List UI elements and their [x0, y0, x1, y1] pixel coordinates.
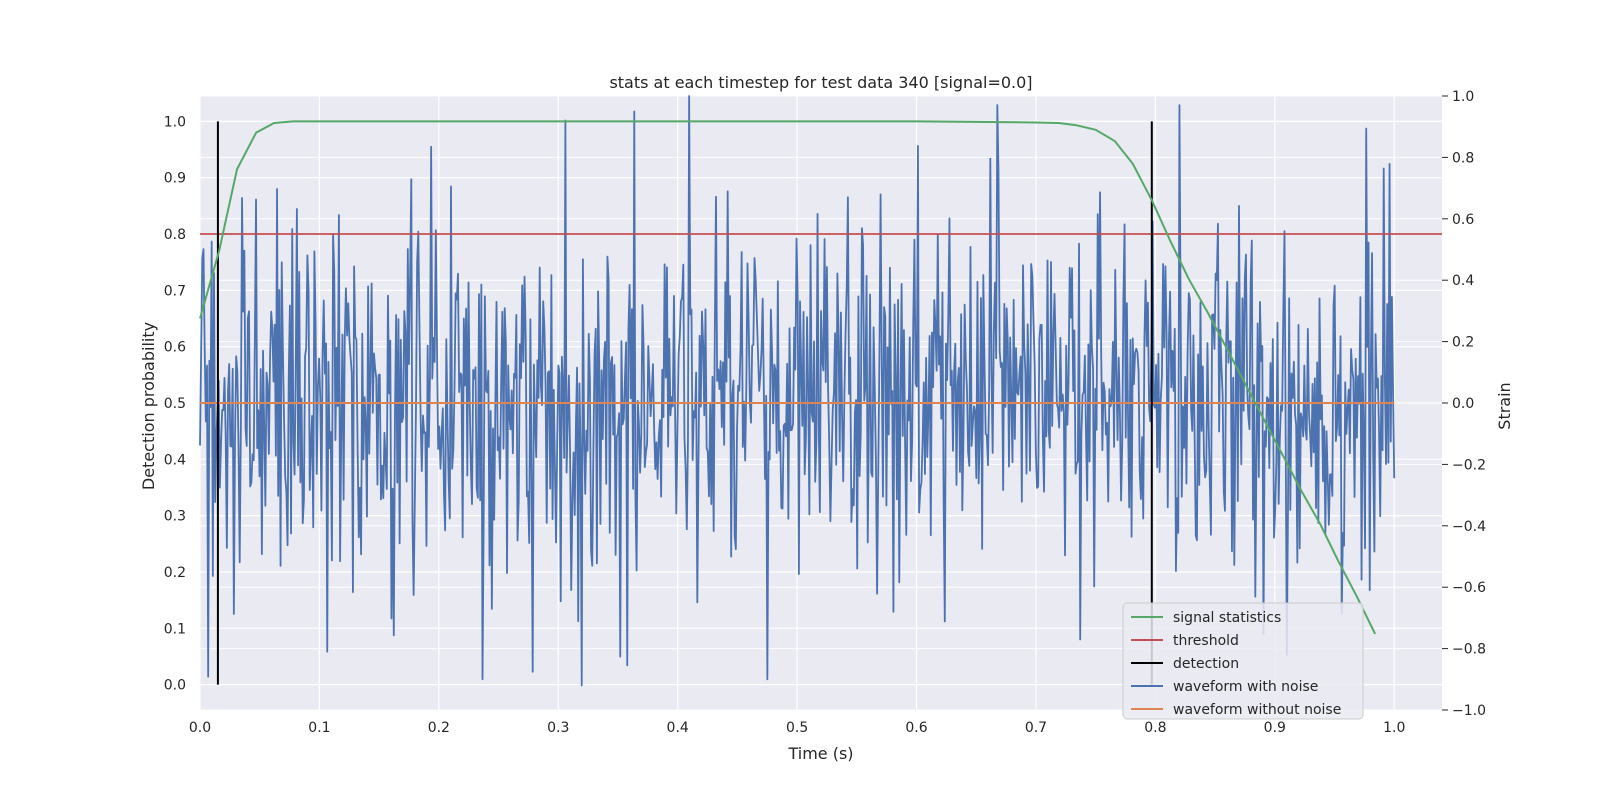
legend: signal statistics threshold detection wa…	[1122, 602, 1364, 720]
y-right-tick-label: 1.0	[1452, 89, 1474, 105]
y-right-tick-label: −0.4	[1452, 519, 1486, 535]
legend-label-detection: detection	[1173, 656, 1239, 672]
x-tick-label: 0.5	[786, 720, 808, 736]
y-left-tick-label: 0.7	[164, 283, 186, 299]
legend-label-threshold: threshold	[1173, 633, 1239, 649]
y-right-axis-title: Strain	[1495, 382, 1514, 429]
legend-label-waveform-without-noise: waveform without noise	[1173, 702, 1341, 718]
signal-statistics-line	[199, 120, 1377, 635]
legend-label-waveform-with-noise: waveform with noise	[1173, 679, 1318, 695]
y-left-axis-ticks: 0.0 0.1 0.2 0.3 0.4 0.5 0.6 0.7 0.8 0.9 1.0	[164, 114, 186, 693]
y-left-tick-label: 0.6	[164, 340, 186, 356]
x-tick-label: 0.4	[667, 720, 689, 736]
legend-box	[1122, 602, 1364, 720]
x-tick-label: 0.6	[905, 720, 927, 736]
x-tick-label: 0.1	[308, 720, 330, 736]
x-tick-label: 1.0	[1383, 720, 1405, 736]
y-right-tick-label: −0.2	[1452, 457, 1486, 473]
x-axis-title: Time (s)	[787, 744, 853, 763]
legend-label-signal-statistics: signal statistics	[1173, 610, 1281, 626]
waveform-with-noise-line	[199, 95, 1396, 687]
x-tick-label: 0.2	[428, 720, 450, 736]
y-right-tick-label: 0.4	[1452, 273, 1474, 289]
y-left-tick-label: 0.2	[164, 565, 186, 581]
y-right-tick-label: −0.8	[1452, 642, 1486, 658]
x-tick-label: 0.8	[1144, 720, 1166, 736]
y-right-tick-label: −1.0	[1452, 703, 1486, 719]
x-axis-ticks: 0.0 0.1 0.2 0.3 0.4 0.5 0.6 0.7 0.8 0.9 1.0	[189, 720, 1405, 736]
y-right-axis-ticks: 1.0 0.8 0.6 0.4 0.2 0.0 −0.2 −0.4 −0.6 −0.8 −1.0	[1442, 89, 1486, 719]
x-tick-label: 0.0	[189, 720, 211, 736]
x-tick-label: 0.9	[1264, 720, 1286, 736]
y-right-tick-label: −0.6	[1452, 580, 1486, 596]
y-right-tick-label: 0.0	[1452, 396, 1474, 412]
y-left-tick-label: 0.5	[164, 396, 186, 412]
y-right-tick-label: 0.2	[1452, 335, 1474, 351]
series-layer	[199, 95, 1442, 687]
y-right-tick-label: 0.6	[1452, 212, 1474, 228]
y-left-tick-label: 0.3	[164, 509, 186, 525]
y-left-tick-label: 0.0	[164, 678, 186, 694]
chart-title: stats at each timestep for test data 340…	[609, 73, 1032, 92]
y-left-tick-label: 0.1	[164, 621, 186, 637]
y-left-tick-label: 1.0	[164, 114, 186, 130]
y-left-tick-label: 0.4	[164, 452, 186, 468]
y-left-axis-title: Detection probability	[139, 322, 158, 490]
y-right-tick-label: 0.8	[1452, 150, 1474, 166]
x-tick-label: 0.3	[547, 720, 569, 736]
y-left-tick-label: 0.9	[164, 171, 186, 187]
x-tick-label: 0.7	[1025, 720, 1047, 736]
y-left-tick-label: 0.8	[164, 227, 186, 243]
